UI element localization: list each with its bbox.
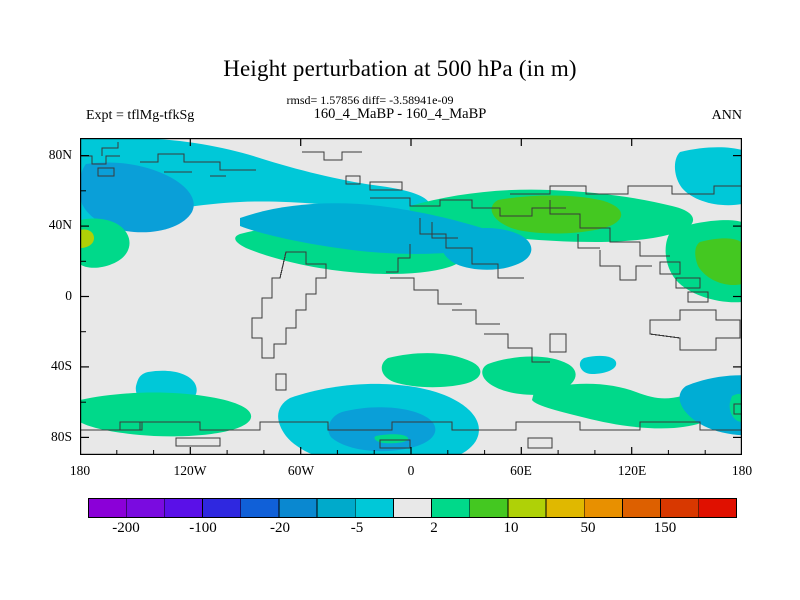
colorbar-swatch bbox=[545, 498, 585, 518]
contour-band-positive bbox=[80, 392, 252, 437]
statistics-line: rmsd= 1.57856 diff= -3.58941e-09 bbox=[286, 93, 454, 107]
contour-band-negative bbox=[80, 138, 430, 238]
colorbar-swatch bbox=[202, 498, 242, 518]
contour-band-positive bbox=[482, 356, 576, 395]
colorbar-swatch bbox=[240, 498, 280, 518]
x-axis-label-120w: 120W bbox=[173, 463, 207, 478]
colorbar-swatch bbox=[354, 498, 394, 518]
x-axis-label-60e: 60E bbox=[510, 463, 532, 478]
contour-band-positive bbox=[80, 218, 130, 268]
colorbar-swatch bbox=[125, 498, 165, 518]
colorbar-label--100: -100 bbox=[189, 520, 217, 536]
colorbar bbox=[88, 498, 737, 518]
contour-band-negative bbox=[240, 203, 493, 254]
colorbar-label-2: 2 bbox=[430, 520, 438, 536]
x-axis-label-120e: 120E bbox=[617, 463, 647, 478]
map-plot-area bbox=[80, 138, 742, 455]
colorbar-swatch bbox=[278, 498, 318, 518]
colorbar-label--20: -20 bbox=[270, 520, 290, 536]
x-axis-label-0: 0 bbox=[407, 463, 415, 478]
contour-band-negative bbox=[579, 355, 617, 374]
contour-map bbox=[80, 138, 742, 455]
colorbar-label--200: -200 bbox=[112, 520, 140, 536]
colorbar-swatch bbox=[507, 498, 547, 518]
contour-band-positive-core bbox=[695, 238, 742, 286]
colorbar-swatch bbox=[316, 498, 356, 518]
colorbar-swatch bbox=[698, 498, 737, 518]
colorbar-swatch bbox=[163, 498, 203, 518]
y-axis-label-40s: 40S bbox=[50, 358, 72, 373]
contour-band-negative bbox=[679, 375, 742, 436]
season-label: ANN bbox=[711, 108, 742, 123]
contour-band-positive bbox=[381, 353, 481, 388]
contour-band-negative-core bbox=[328, 407, 436, 452]
contour-band-positive bbox=[729, 393, 742, 422]
contour-band-positive bbox=[374, 434, 409, 444]
colorbar-swatch bbox=[431, 498, 471, 518]
y-axis-label-40n: 40N bbox=[48, 217, 72, 232]
contour-band-negative-core bbox=[80, 162, 194, 233]
x-axis-label-60w: 60W bbox=[287, 463, 315, 478]
y-axis-label-80n: 80N bbox=[48, 147, 72, 162]
axis-ticks bbox=[80, 138, 742, 455]
colorbar-label-150: 150 bbox=[653, 520, 677, 536]
experiment-label: Expt = tflMg-tfkSg bbox=[86, 108, 195, 123]
x-axis-label-180e: 180 bbox=[731, 463, 753, 478]
contour-band-positive-core bbox=[80, 229, 94, 248]
colorbar-label-10: 10 bbox=[503, 520, 519, 536]
colorbar-swatch bbox=[88, 498, 127, 518]
y-axis-label-0: 0 bbox=[65, 288, 72, 303]
x-axis-label-180w: 180 bbox=[69, 463, 91, 478]
colorbar-frame bbox=[88, 498, 737, 518]
contour-band-negative bbox=[674, 147, 742, 206]
colorbar-swatches bbox=[88, 498, 737, 518]
colorbar-swatch bbox=[660, 498, 700, 518]
colorbar-swatch bbox=[393, 498, 432, 518]
contour-band-positive bbox=[532, 383, 723, 429]
page-title: Height perturbation at 500 hPa (in m) bbox=[223, 56, 577, 81]
colorbar-swatch bbox=[469, 498, 509, 518]
colorbar-label-50: 50 bbox=[580, 520, 596, 536]
contour-fills bbox=[80, 138, 742, 455]
y-axis-label-80s: 80S bbox=[50, 429, 72, 444]
colorbar-swatch bbox=[583, 498, 623, 518]
colorbar-label--5: -5 bbox=[350, 520, 364, 536]
coastlines bbox=[80, 142, 742, 449]
colorbar-swatch bbox=[622, 498, 662, 518]
case-comparison-label: 160_4_MaBP - 160_4_MaBP bbox=[313, 106, 487, 122]
